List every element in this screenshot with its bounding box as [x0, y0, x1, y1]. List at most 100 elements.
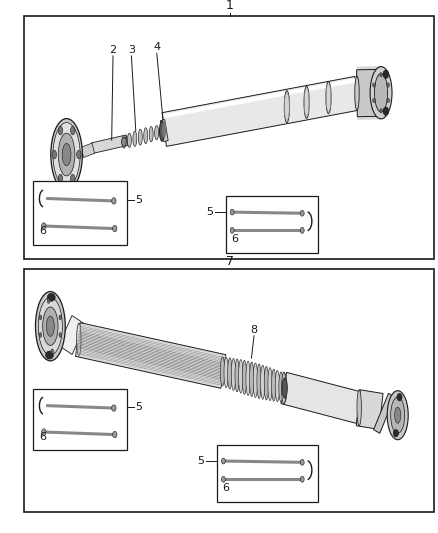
Ellipse shape — [370, 67, 392, 119]
Ellipse shape — [121, 137, 126, 147]
Ellipse shape — [43, 307, 58, 345]
Ellipse shape — [300, 477, 304, 482]
Polygon shape — [91, 135, 128, 154]
Ellipse shape — [387, 98, 389, 102]
Text: 7: 7 — [226, 255, 234, 268]
Polygon shape — [164, 78, 357, 118]
Ellipse shape — [47, 298, 50, 303]
Ellipse shape — [279, 372, 283, 402]
Ellipse shape — [220, 357, 225, 386]
Ellipse shape — [160, 125, 164, 138]
Ellipse shape — [272, 369, 276, 401]
Ellipse shape — [373, 98, 375, 102]
Text: 1: 1 — [226, 0, 234, 12]
Ellipse shape — [77, 323, 81, 356]
Ellipse shape — [257, 364, 261, 399]
Ellipse shape — [221, 477, 225, 482]
Ellipse shape — [283, 373, 287, 403]
Ellipse shape — [155, 126, 159, 140]
Ellipse shape — [42, 429, 46, 435]
Ellipse shape — [250, 362, 254, 397]
Text: 6: 6 — [231, 234, 238, 244]
Ellipse shape — [230, 228, 234, 233]
Ellipse shape — [58, 174, 63, 183]
Ellipse shape — [59, 315, 62, 320]
Ellipse shape — [122, 135, 126, 148]
Ellipse shape — [138, 130, 142, 145]
Ellipse shape — [228, 358, 232, 389]
Ellipse shape — [159, 126, 164, 136]
Text: 4: 4 — [153, 42, 160, 52]
Ellipse shape — [284, 91, 290, 123]
Polygon shape — [374, 393, 395, 433]
Ellipse shape — [239, 360, 243, 393]
Text: 5: 5 — [198, 456, 205, 466]
Ellipse shape — [383, 107, 389, 116]
Ellipse shape — [326, 82, 331, 114]
Bar — [33, 181, 127, 245]
Polygon shape — [162, 76, 359, 147]
Polygon shape — [281, 373, 362, 423]
Text: 6: 6 — [222, 483, 229, 493]
Ellipse shape — [282, 372, 286, 404]
Ellipse shape — [387, 391, 408, 440]
Ellipse shape — [246, 361, 250, 395]
Ellipse shape — [112, 198, 116, 204]
Ellipse shape — [51, 118, 82, 191]
Ellipse shape — [282, 378, 287, 398]
Ellipse shape — [393, 430, 399, 437]
Ellipse shape — [159, 121, 165, 141]
Ellipse shape — [230, 209, 234, 215]
Bar — [217, 445, 318, 502]
Ellipse shape — [264, 366, 268, 400]
Ellipse shape — [133, 131, 137, 147]
Ellipse shape — [268, 368, 272, 401]
Polygon shape — [75, 323, 226, 388]
Text: 5: 5 — [135, 402, 142, 413]
Ellipse shape — [300, 211, 304, 216]
Ellipse shape — [58, 126, 63, 135]
Ellipse shape — [144, 128, 148, 143]
Ellipse shape — [391, 397, 405, 433]
Ellipse shape — [395, 407, 401, 423]
Ellipse shape — [300, 459, 304, 465]
Ellipse shape — [355, 76, 359, 110]
Text: 5: 5 — [206, 207, 213, 217]
Ellipse shape — [224, 357, 228, 387]
Text: 3: 3 — [128, 45, 135, 55]
Text: 5: 5 — [135, 196, 142, 205]
Ellipse shape — [235, 359, 239, 392]
Ellipse shape — [149, 126, 153, 142]
Ellipse shape — [77, 150, 81, 159]
Polygon shape — [357, 69, 381, 117]
Text: 6: 6 — [39, 432, 46, 442]
Text: 2: 2 — [110, 45, 117, 55]
Ellipse shape — [52, 150, 57, 159]
Ellipse shape — [47, 293, 55, 301]
Ellipse shape — [127, 133, 131, 147]
Polygon shape — [160, 119, 168, 142]
Ellipse shape — [300, 228, 304, 233]
Ellipse shape — [51, 349, 53, 354]
Ellipse shape — [113, 431, 117, 438]
Bar — [33, 389, 127, 450]
Ellipse shape — [46, 316, 54, 336]
Ellipse shape — [221, 458, 225, 464]
Ellipse shape — [71, 174, 75, 183]
Ellipse shape — [62, 143, 71, 166]
Ellipse shape — [374, 74, 388, 112]
Polygon shape — [81, 143, 95, 158]
Ellipse shape — [380, 72, 382, 77]
Ellipse shape — [39, 315, 42, 320]
Ellipse shape — [42, 223, 46, 229]
Ellipse shape — [162, 122, 166, 138]
Ellipse shape — [58, 133, 75, 176]
Polygon shape — [356, 390, 383, 430]
Ellipse shape — [261, 365, 265, 399]
Ellipse shape — [35, 292, 65, 361]
Ellipse shape — [387, 83, 389, 87]
Ellipse shape — [383, 70, 389, 78]
Ellipse shape — [71, 126, 75, 135]
Ellipse shape — [357, 390, 361, 426]
Polygon shape — [357, 66, 381, 120]
